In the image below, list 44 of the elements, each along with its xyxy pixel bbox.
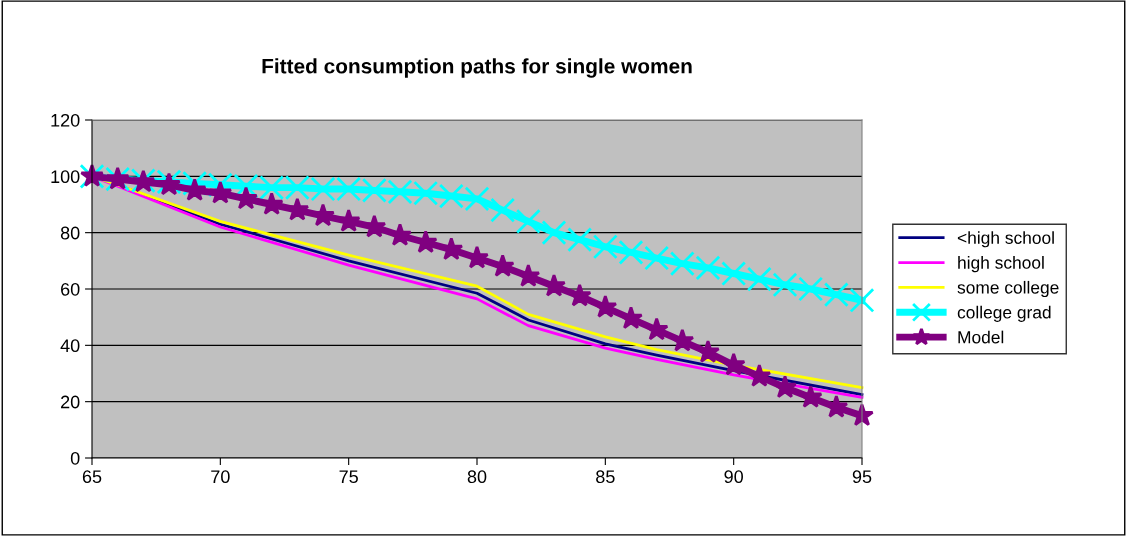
point (669, 251, 695, 277)
point (772, 272, 798, 298)
point (619, 306, 643, 329)
point (515, 208, 541, 234)
y-tick-label: 40 (60, 339, 80, 353)
legend-label: Model (958, 330, 1004, 344)
point (208, 180, 233, 204)
x-tick-label: 65 (82, 470, 102, 484)
y-tick-label: 80 (60, 226, 80, 240)
x-tick-label: 75 (339, 470, 358, 484)
point (695, 255, 721, 281)
x-tick-label: 95 (852, 470, 872, 484)
point (721, 261, 747, 287)
y-tick-label: 120 (51, 113, 80, 127)
point (593, 294, 618, 318)
legend-label: some college (957, 280, 1059, 298)
x-tick-label: 80 (467, 470, 487, 484)
point (823, 282, 849, 308)
x-tick-label: 90 (724, 470, 743, 484)
point (644, 317, 669, 341)
x-tick-label: 85 (596, 470, 615, 484)
chart-title: Fitted consumption paths for single women (262, 58, 692, 78)
legend-label: <high school (957, 231, 1054, 248)
point (849, 287, 875, 313)
y-tick-label: 0 (70, 451, 80, 465)
point (490, 197, 516, 223)
y-tick-label: 60 (61, 282, 80, 296)
y-tick-label: 20 (61, 395, 80, 409)
point (592, 234, 618, 260)
point (541, 220, 567, 246)
point (773, 375, 797, 398)
point (747, 363, 772, 387)
point (721, 352, 746, 376)
point (746, 266, 772, 292)
point (696, 339, 720, 363)
point (618, 239, 644, 265)
legend-label: high school (958, 256, 1044, 273)
point (567, 227, 593, 253)
point (644, 245, 670, 271)
point (670, 328, 695, 352)
y-tick-label: 100 (51, 170, 80, 184)
x-tick-label: 70 (211, 470, 230, 484)
legend-label: college grad (957, 305, 1051, 322)
point (798, 276, 824, 302)
